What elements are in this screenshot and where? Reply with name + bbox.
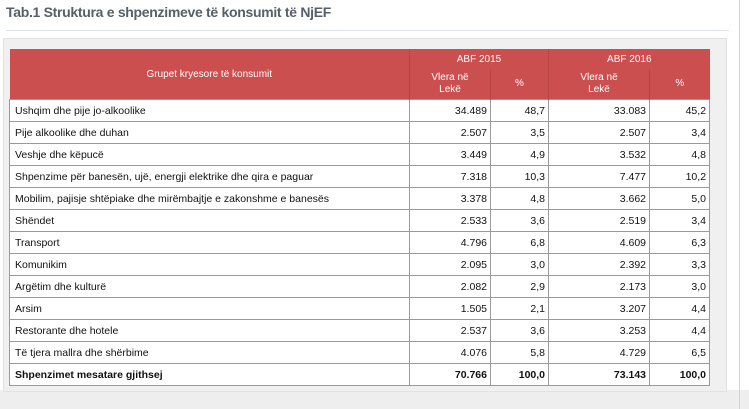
pct-2016: 10,2	[649, 165, 711, 188]
header-pct-2015: %	[490, 69, 550, 100]
table-row: Të tjera mallra dhe shërbime 4.076 5,8 4…	[9, 341, 711, 364]
row-label: Transport	[9, 231, 410, 254]
value-2015: 3.378	[409, 187, 491, 210]
table-row: Shpenzime për banesën, ujë, energji elek…	[9, 165, 711, 188]
table-row: Transport 4.796 6,8 4.609 6,3	[9, 231, 711, 254]
value-2015: 4.796	[409, 231, 491, 254]
pct-2016: 3,3	[649, 253, 711, 276]
value-2015: 2.537	[409, 319, 491, 342]
pct-2016: 3,4	[649, 121, 711, 144]
value-2016: 4.609	[548, 231, 651, 254]
total-row: Shpenzimet mesatare gjithsej 70.766 100,…	[9, 363, 711, 386]
row-label: Arsim	[9, 297, 410, 320]
pct-2015: 4,9	[489, 143, 550, 166]
table-row: Pije alkoolike dhe duhan 2.507 3,5 2.507…	[9, 121, 711, 144]
table-row: Komunikim 2.095 3,0 2.392 3,3	[9, 253, 711, 276]
pct-2016: 45,2	[649, 99, 711, 122]
pct-2016: 4,4	[649, 297, 711, 320]
pct-2016: 4,8	[649, 143, 711, 166]
value-2015: 4.076	[409, 341, 491, 364]
value-2016: 4.729	[548, 341, 651, 364]
table-row: Arsim 1.505 2,1 3.207 4,4	[9, 297, 711, 320]
value-2016: 7.477	[548, 165, 651, 188]
row-label: Restorante dhe hotele	[9, 319, 410, 342]
title-divider	[6, 30, 729, 31]
background-band	[0, 390, 749, 409]
total-pct-2015: 100,0	[489, 363, 550, 386]
header-value-line1: Vlera në	[580, 72, 618, 83]
row-label: Shëndet	[9, 209, 410, 232]
table-title: Tab.1 Struktura e shpenzimeve të konsumi…	[6, 4, 332, 20]
pct-2015: 3,6	[489, 319, 550, 342]
table-body: Ushqim dhe pije jo-alkoolike 34.489 48,7…	[9, 99, 711, 386]
value-2015: 34.489	[409, 99, 491, 122]
pct-2015: 2,1	[489, 297, 550, 320]
value-2016: 33.083	[548, 99, 651, 122]
total-label: Shpenzimet mesatare gjithsej	[9, 363, 410, 386]
value-2016: 2.173	[548, 275, 651, 298]
pct-2015: 2,9	[489, 275, 550, 298]
pct-2015: 3,0	[489, 253, 550, 276]
pct-2016: 6,5	[649, 341, 711, 364]
value-2016: 2.392	[548, 253, 651, 276]
total-value-2015: 70.766	[409, 363, 491, 386]
header-year-2015: ABF 2015	[409, 49, 550, 69]
row-label: Pije alkoolike dhe duhan	[9, 121, 410, 144]
row-label: Ushqim dhe pije jo-alkoolike	[9, 99, 410, 122]
total-value-2016: 73.143	[548, 363, 651, 386]
header-value-2016: Vlera në Lekë	[548, 69, 651, 100]
table-row: Mobilim, pajisje shtëpiake dhe mirëmbajt…	[9, 187, 711, 210]
header-pct-2016: %	[649, 69, 710, 100]
value-2015: 2.507	[409, 121, 491, 144]
consumption-structure-table: Grupet kryesore të konsumit ABF 2015 ABF…	[9, 49, 711, 386]
pct-2015: 3,5	[489, 121, 550, 144]
value-2015: 3.449	[409, 143, 491, 166]
header-group-col: Grupet kryesore të konsumit	[9, 49, 410, 100]
header-value-line2: Lekë	[439, 84, 461, 95]
value-2015: 1.505	[409, 297, 491, 320]
pct-2015: 48,7	[489, 99, 550, 122]
pct-2015: 6,8	[489, 231, 550, 254]
value-2016: 3.662	[548, 187, 651, 210]
header-value-line1: Vlera në	[431, 72, 469, 83]
value-2016: 2.519	[548, 209, 651, 232]
table-row: Shëndet 2.533 3,6 2.519 3,4	[9, 209, 711, 232]
value-2016: 3.532	[548, 143, 651, 166]
value-2016: 2.507	[548, 121, 651, 144]
table-row: Ushqim dhe pije jo-alkoolike 34.489 48,7…	[9, 99, 711, 122]
value-2015: 2.082	[409, 275, 491, 298]
pct-2016: 6,3	[649, 231, 711, 254]
row-label: Të tjera mallra dhe shërbime	[9, 341, 410, 364]
row-label: Shpenzime për banesën, ujë, energji elek…	[9, 165, 410, 188]
table-row: Veshje dhe këpucë 3.449 4,9 3.532 4,8	[9, 143, 711, 166]
table-row: Argëtim dhe kulturë 2.082 2,9 2.173 3,0	[9, 275, 711, 298]
row-label: Veshje dhe këpucë	[9, 143, 410, 166]
value-2015: 2.533	[409, 209, 491, 232]
row-label: Argëtim dhe kulturë	[9, 275, 410, 298]
pct-2015: 3,6	[489, 209, 550, 232]
pct-2015: 10,3	[489, 165, 550, 188]
pct-2015: 5,8	[489, 341, 550, 364]
pct-2016: 3,0	[649, 275, 711, 298]
header-year-2016: ABF 2016	[548, 49, 710, 69]
value-2016: 3.253	[548, 319, 651, 342]
header-value-2015: Vlera në Lekë	[409, 69, 491, 100]
pct-2016: 5,0	[649, 187, 711, 210]
pct-2016: 3,4	[649, 209, 711, 232]
pct-2016: 4,4	[649, 319, 711, 342]
header-value-line2: Lekë	[588, 84, 610, 95]
row-label: Mobilim, pajisje shtëpiake dhe mirëmbajt…	[9, 187, 410, 210]
row-label: Komunikim	[9, 253, 410, 276]
value-2015: 7.318	[409, 165, 491, 188]
total-pct-2016: 100,0	[649, 363, 711, 386]
table-row: Restorante dhe hotele 2.537 3,6 3.253 4,…	[9, 319, 711, 342]
value-2016: 3.207	[548, 297, 651, 320]
pct-2015: 4,8	[489, 187, 550, 210]
value-2015: 2.095	[409, 253, 491, 276]
right-edge-line	[739, 0, 740, 409]
